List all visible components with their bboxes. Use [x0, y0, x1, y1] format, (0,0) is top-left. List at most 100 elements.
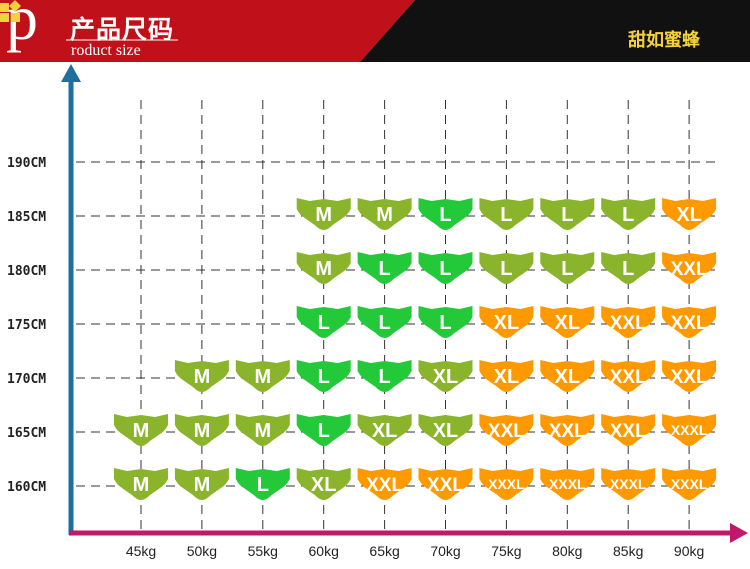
- underwear-shape: [296, 468, 351, 500]
- header-banner: [0, 0, 750, 62]
- underwear-shape: [479, 252, 534, 284]
- size-label: L: [318, 312, 330, 334]
- size-cell: L: [418, 306, 473, 338]
- underwear-shape: [357, 468, 412, 500]
- x-tick-label: 60kg: [309, 543, 339, 559]
- y-tick-label: 175CM: [7, 318, 46, 333]
- size-label: M: [194, 474, 211, 496]
- y-tick-label: 190CM: [7, 156, 46, 171]
- underwear-shape: [418, 360, 473, 392]
- size-cell: XXL: [601, 360, 656, 392]
- size-cell: XL: [479, 306, 534, 338]
- size-cell: XXL: [662, 360, 717, 392]
- underwear-shape: [601, 306, 656, 338]
- underwear-shape: [357, 414, 412, 446]
- underwear-shape: [418, 198, 473, 230]
- underwear-shape: [540, 468, 595, 500]
- size-cell: XL: [296, 468, 351, 500]
- underwear-shape: [540, 252, 595, 284]
- underwear-shape: [479, 468, 534, 500]
- x-tick-label: 70kg: [430, 543, 460, 559]
- size-label: XXL: [671, 259, 708, 280]
- size-label: XXL: [549, 421, 586, 442]
- underwear-shape: [601, 252, 656, 284]
- size-label: XXXL: [488, 476, 525, 492]
- size-label: XXL: [427, 475, 464, 496]
- size-cell: XXL: [662, 306, 717, 338]
- size-cell: XL: [479, 360, 534, 392]
- y-tick-label: 185CM: [7, 210, 46, 225]
- header-subtitle: roduct size: [71, 42, 141, 59]
- size-label: XXL: [610, 367, 647, 388]
- underwear-shape: [601, 198, 656, 230]
- size-label: XXL: [671, 313, 708, 334]
- size-cell: XXXL: [540, 468, 595, 500]
- size-label: XXXL: [671, 476, 708, 492]
- x-tick-label: 80kg: [552, 543, 582, 559]
- underwear-shape: [418, 468, 473, 500]
- size-label: M: [376, 204, 393, 226]
- size-label: XXXL: [610, 476, 647, 492]
- size-cell: M: [296, 252, 351, 284]
- size-cell: XL: [418, 360, 473, 392]
- underwear-shape: [296, 252, 351, 284]
- size-cell: L: [357, 306, 412, 338]
- x-tick-label: 45kg: [126, 543, 156, 559]
- size-cell: L: [296, 360, 351, 392]
- size-label: XXL: [610, 313, 647, 334]
- size-label: XXXL: [671, 422, 708, 438]
- underwear-shape: [540, 414, 595, 446]
- underwear-shape: [479, 360, 534, 392]
- size-cell: XL: [540, 360, 595, 392]
- x-tick-label: 65kg: [369, 543, 399, 559]
- page-header: p 产品尺码 roduct size 甜如蜜蜂: [0, 0, 750, 62]
- underwear-shape: [114, 468, 168, 500]
- size-cell: M: [174, 468, 229, 500]
- size-label: L: [439, 204, 451, 226]
- size-label: M: [315, 204, 332, 226]
- size-label: M: [133, 420, 150, 442]
- underwear-shape: [540, 306, 595, 338]
- brand-logo-icon: [0, 0, 21, 22]
- underwear-shape: [662, 198, 717, 230]
- size-cell: XL: [418, 414, 473, 446]
- size-cell: M: [296, 198, 351, 230]
- x-tick-label: 90kg: [674, 543, 704, 559]
- size-cell: M: [114, 414, 168, 446]
- size-label: XXL: [366, 475, 403, 496]
- size-cell: L: [540, 198, 595, 230]
- size-cell: XXL: [479, 414, 534, 446]
- size-label: XXL: [488, 421, 525, 442]
- size-cell: L: [540, 252, 595, 284]
- size-label: M: [254, 366, 271, 388]
- size-cell: L: [479, 198, 534, 230]
- underwear-shape: [357, 252, 412, 284]
- y-tick-label: 170CM: [7, 372, 46, 387]
- underwear-shape: [662, 468, 717, 500]
- x-tick-label: 75kg: [491, 543, 521, 559]
- x-tick-label: 50kg: [187, 543, 217, 559]
- underwear-shape: [601, 360, 656, 392]
- size-cell: L: [601, 198, 656, 230]
- size-label: XL: [433, 420, 459, 442]
- size-cell: XL: [540, 306, 595, 338]
- size-cell: L: [357, 360, 412, 392]
- size-label: L: [257, 474, 269, 496]
- size-label: XL: [494, 366, 520, 388]
- size-cell: M: [174, 414, 229, 446]
- size-cell: XXL: [601, 306, 656, 338]
- underwear-shape: [174, 414, 229, 446]
- size-label: XXL: [610, 421, 647, 442]
- size-cell: XXL: [601, 414, 656, 446]
- y-tick-label: 165CM: [7, 426, 46, 441]
- size-cell: L: [601, 252, 656, 284]
- underwear-shape: [479, 414, 534, 446]
- underwear-shape: [296, 360, 351, 392]
- size-cell: M: [114, 468, 168, 500]
- x-axis-labels: 45kg 50kg 55kg 60kg 65kg 70kg 75kg 80kg 85kg 90kg: [126, 543, 704, 559]
- underwear-shape: [357, 198, 412, 230]
- header-title: 产品尺码: [70, 16, 175, 44]
- underwear-shape: [662, 360, 717, 392]
- size-cells: M M L XL XXL XXL XXXL XXXL XXXL XXXL M M M L XL XL XXL XX…: [114, 198, 717, 500]
- size-cell: L: [235, 468, 290, 500]
